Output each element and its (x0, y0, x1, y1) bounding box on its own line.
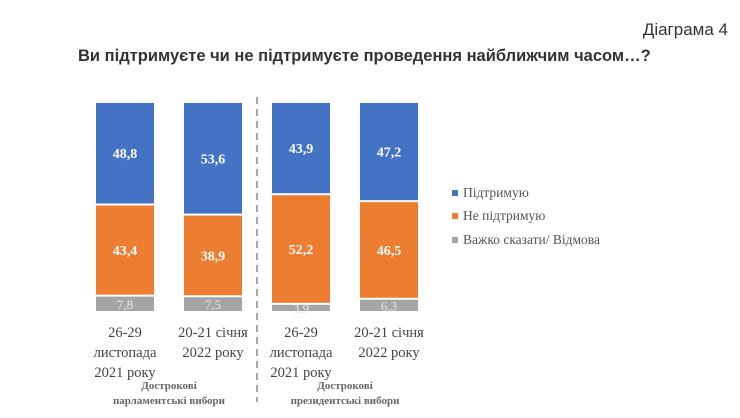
chart-title: Ви підтримуєте чи не підтримуєте проведе… (78, 47, 651, 65)
data-label: 7,8 (117, 297, 133, 312)
group-label: Дострокові парламентські вибори (79, 379, 259, 409)
group-label: Дострокові президентські вибори (255, 379, 435, 409)
legend-label: Підтримую (463, 184, 529, 200)
x-tick-line: 2021 року (94, 365, 156, 381)
diagram-number: Діаграма 4 (642, 20, 728, 39)
legend-item: Підтримую (452, 181, 600, 205)
data-label: 3,9 (293, 301, 309, 316)
data-label: 7,5 (205, 297, 221, 312)
bar-segment (184, 103, 242, 214)
x-tick-label: 26-29 листопада 2021 року (256, 323, 346, 383)
x-tick-label: 20-21 січня 2022 року (344, 323, 434, 363)
legend: Підтримую Не підтримую Важко сказати/ Ві… (452, 181, 600, 252)
group-label-line: парламентські вибори (112, 395, 226, 407)
group-label-line: Дострокові (317, 380, 373, 392)
legend-swatch-icon (452, 189, 458, 196)
data-label: 43,4 (113, 244, 138, 259)
legend-swatch-icon (452, 213, 458, 220)
data-label: 53,6 (201, 152, 226, 167)
x-tick-label: 20-21 січня 2022 року (168, 323, 258, 363)
bar-segment (184, 297, 242, 311)
x-tick-line: 20-21 січня (354, 325, 424, 341)
x-tick-line: листопада (269, 345, 333, 361)
data-label: 46,5 (377, 244, 402, 259)
x-tick-line: 2022 року (358, 345, 420, 361)
x-tick-line: 2022 року (182, 345, 244, 361)
data-label: 38,9 (201, 249, 226, 264)
bar-segment (360, 299, 418, 311)
legend-label: Важко сказати/ Відмова (463, 231, 600, 247)
bar-segment (272, 103, 330, 194)
x-tick-line: 2021 року (270, 365, 332, 381)
x-tick-line: листопада (93, 345, 157, 361)
bar-segment (360, 103, 418, 201)
data-label: 47,2 (377, 146, 402, 161)
legend-label: Не підтримую (463, 208, 546, 224)
bar-segment (96, 205, 154, 295)
legend-swatch-icon (452, 236, 458, 243)
group-label-line: президентські вибори (290, 395, 400, 407)
data-label: 6,3 (381, 298, 397, 313)
bar-segment (360, 202, 418, 298)
bar-segment (272, 304, 330, 311)
bar-segment (272, 195, 330, 303)
data-label: 48,8 (113, 147, 138, 162)
group-label-line: Дострокові (141, 380, 197, 392)
legend-item: Важко сказати/ Відмова (452, 228, 600, 252)
x-tick-line: 26-29 (108, 325, 142, 341)
x-tick-line: 26-29 (284, 325, 318, 341)
bar-segment (184, 215, 242, 296)
legend-item: Не підтримую (452, 205, 600, 229)
data-label: 52,2 (289, 243, 314, 258)
x-tick-line: 20-21 січня (178, 325, 248, 341)
bar-segment (96, 296, 154, 311)
x-tick-label: 26-29 листопада 2021 року (80, 323, 170, 383)
data-label: 43,9 (289, 142, 314, 157)
bar-segment (96, 103, 154, 204)
